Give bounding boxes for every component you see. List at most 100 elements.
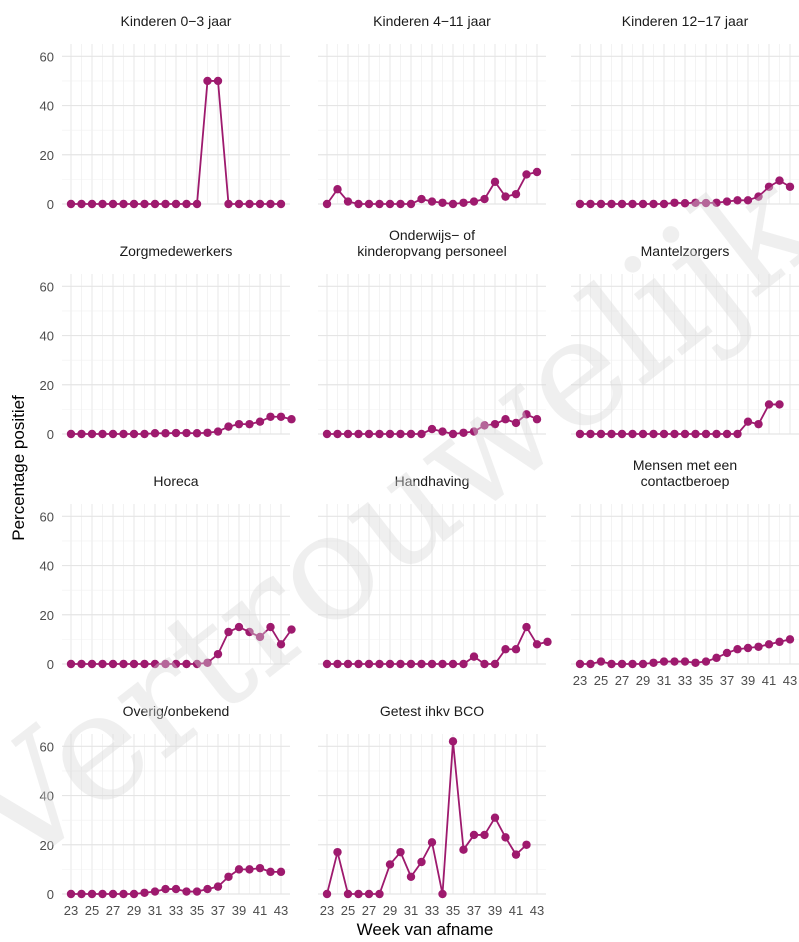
data-point xyxy=(490,659,500,669)
data-point xyxy=(66,199,76,209)
data-point xyxy=(775,637,784,647)
data-point xyxy=(255,199,265,209)
y-tick-label: 60 xyxy=(40,279,54,294)
x-tick-label: 41 xyxy=(253,903,267,918)
data-point xyxy=(287,625,296,634)
data-point xyxy=(245,199,254,209)
data-point xyxy=(733,429,742,439)
data-point xyxy=(161,884,170,894)
data-point xyxy=(129,889,139,899)
data-point xyxy=(469,830,479,840)
data-point xyxy=(680,429,690,439)
data-point xyxy=(213,882,223,891)
data-point xyxy=(417,429,426,439)
data-point xyxy=(511,418,521,428)
data-point xyxy=(224,872,233,881)
x-tick-label: 25 xyxy=(85,903,99,918)
data-point xyxy=(354,889,363,899)
series-line xyxy=(71,415,292,435)
y-tick-label: 0 xyxy=(47,887,54,902)
x-tick-label: 37 xyxy=(211,903,225,918)
data-point xyxy=(459,428,468,437)
x-tick-label: 23 xyxy=(320,903,334,918)
data-point xyxy=(192,429,202,438)
panel-2: Kinderen 4−11 jaar xyxy=(318,13,546,209)
y-tick-label: 20 xyxy=(40,148,54,163)
data-point xyxy=(119,889,128,899)
data-point xyxy=(87,659,97,669)
data-point xyxy=(427,197,437,206)
data-point xyxy=(322,429,332,439)
y-tick-label: 60 xyxy=(40,49,54,64)
panel-4: Zorgmedewerkers 0 20 40 60 xyxy=(40,243,296,442)
y-tick-label: 60 xyxy=(40,739,54,754)
data-point xyxy=(343,429,353,439)
data-point xyxy=(108,429,118,439)
data-point xyxy=(575,429,585,439)
data-point xyxy=(396,847,405,857)
data-point xyxy=(245,419,254,429)
data-point xyxy=(364,889,374,899)
x-tick-label: 41 xyxy=(762,673,776,688)
data-point xyxy=(213,76,223,86)
panel-10: Overig/onbekend 0 20 40 60 23 25 27 29 31 33 35 37 39… xyxy=(40,703,290,918)
data-point xyxy=(628,429,637,439)
data-point xyxy=(754,192,763,201)
data-point xyxy=(150,887,160,896)
data-point xyxy=(77,199,86,209)
data-point xyxy=(586,199,595,209)
data-point xyxy=(490,419,500,429)
x-tick-label: 25 xyxy=(594,673,608,688)
data-point xyxy=(119,429,128,439)
data-point xyxy=(266,867,275,877)
data-point xyxy=(287,415,296,424)
data-point xyxy=(764,182,774,191)
data-point xyxy=(354,429,363,439)
x-tick-label: 37 xyxy=(467,903,481,918)
panel-title: Kinderen 12−17 jaar xyxy=(622,13,749,29)
panel-title: Getest ihkv BCO xyxy=(380,703,484,719)
data-point xyxy=(140,888,149,897)
data-point xyxy=(87,199,97,209)
data-point xyxy=(203,658,212,667)
x-tick-label: 41 xyxy=(509,903,523,918)
data-point xyxy=(171,428,181,438)
data-point xyxy=(586,659,595,669)
data-point xyxy=(364,199,374,209)
data-point xyxy=(680,657,690,666)
data-point xyxy=(596,657,606,666)
data-point xyxy=(66,889,76,899)
x-tick-label: 31 xyxy=(404,903,418,918)
data-point xyxy=(364,429,374,439)
data-point xyxy=(396,429,405,439)
data-point xyxy=(375,889,384,899)
data-point xyxy=(501,833,510,842)
x-tick-label: 37 xyxy=(720,673,734,688)
data-point xyxy=(670,657,679,666)
data-point xyxy=(522,170,531,179)
data-point xyxy=(255,417,265,426)
data-point xyxy=(182,199,191,209)
y-tick-label: 40 xyxy=(40,559,54,574)
data-point xyxy=(607,429,616,439)
data-point xyxy=(213,649,223,659)
data-point xyxy=(245,865,254,874)
x-tick-label: 29 xyxy=(383,903,397,918)
data-point xyxy=(469,427,479,436)
data-point xyxy=(480,194,489,204)
x-tick-label: 39 xyxy=(741,673,755,688)
x-tick-label: 43 xyxy=(274,903,288,918)
panel-title: Horeca xyxy=(153,473,198,489)
x-tick-label: 33 xyxy=(678,673,692,688)
data-point xyxy=(203,428,212,437)
data-point xyxy=(438,659,447,669)
data-point xyxy=(754,419,763,429)
x-tick-label: 35 xyxy=(190,903,204,918)
y-tick-label: 40 xyxy=(40,329,54,344)
data-point xyxy=(575,659,585,669)
y-tick-label: 0 xyxy=(47,427,54,442)
data-point xyxy=(108,659,118,669)
data-point xyxy=(375,429,384,439)
data-point xyxy=(480,830,489,840)
data-point xyxy=(522,410,531,419)
